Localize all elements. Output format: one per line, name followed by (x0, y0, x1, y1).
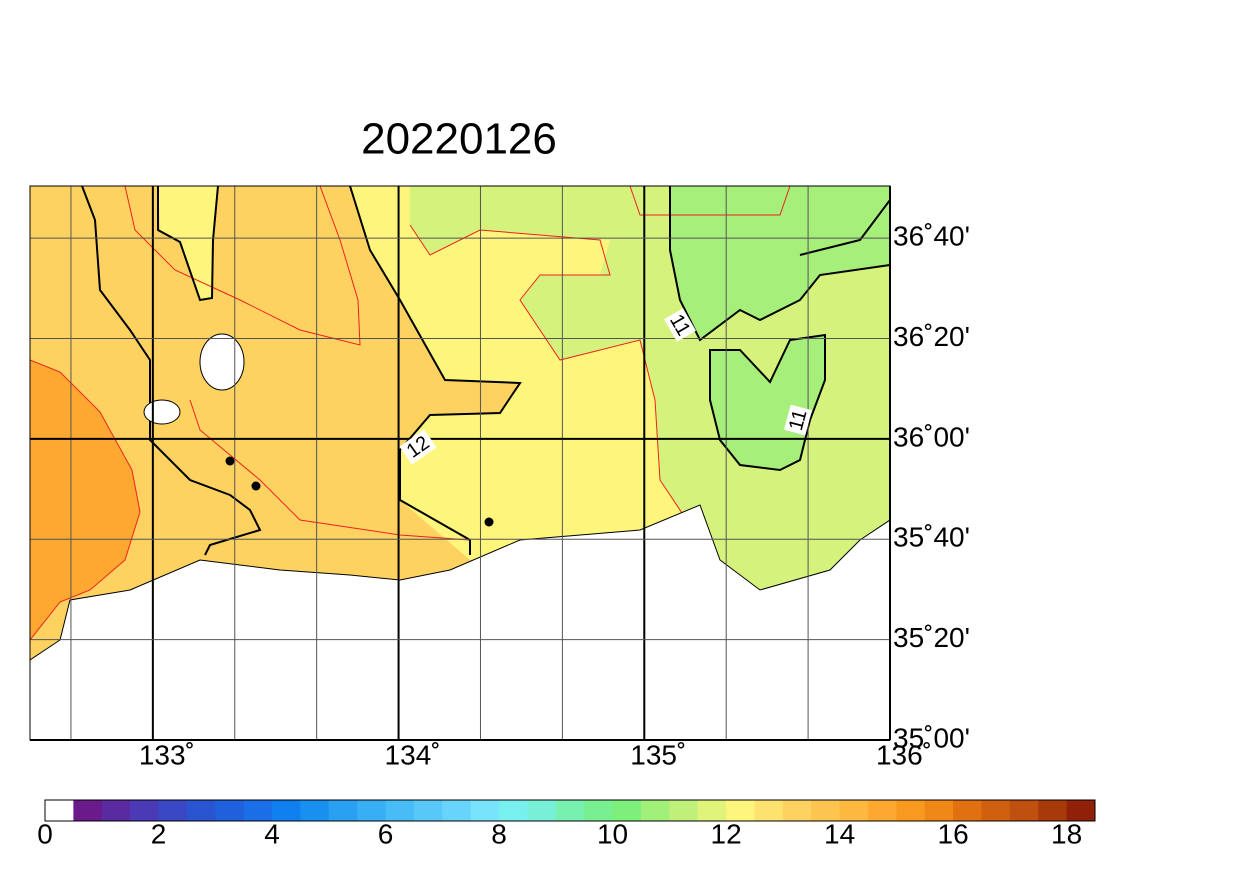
y-tick-label: 35˚20' (893, 622, 970, 653)
grid (30, 186, 891, 741)
colorbar-box (669, 800, 699, 821)
colorbar-box (470, 800, 500, 821)
colorbar-box (782, 800, 812, 821)
colorbar-box (357, 800, 387, 821)
colorbar-label: 12 (711, 818, 742, 849)
sst-field (30, 186, 890, 740)
x-tick-label: 134˚ (385, 739, 441, 770)
island (199, 333, 245, 391)
contour-line (669, 186, 890, 342)
x-tick-label: 133˚ (139, 739, 195, 770)
colorbar-box (726, 800, 755, 821)
colorbar-box (1009, 800, 1039, 821)
x-tick-label: 135˚ (630, 739, 686, 770)
contour-line (799, 199, 890, 256)
colorbar-box (896, 800, 926, 821)
island (143, 399, 181, 425)
station (484, 517, 494, 527)
colorbar-label: 14 (824, 818, 855, 849)
field-11 (710, 335, 825, 470)
colorbar-box (754, 800, 784, 821)
station (225, 456, 235, 466)
map-frame (29, 185, 891, 741)
colorbar-box (1038, 800, 1068, 821)
field-12 (158, 186, 218, 300)
colorbar-label: 16 (938, 818, 969, 849)
colorbar-box (612, 800, 642, 821)
colorbar-box (867, 800, 897, 821)
colorbar: 0 2 4 6 8 10 12 14 16 18 (37, 799, 1096, 849)
colorbar-box (924, 800, 954, 821)
colorbar-box (953, 800, 982, 821)
colorbar-box (981, 800, 1011, 821)
contour-line (30, 359, 141, 641)
colorbar-box (839, 800, 869, 821)
colorbar-box (101, 800, 131, 821)
colorbar-box (584, 800, 614, 821)
colorbar-box (45, 800, 74, 821)
colorbar-box (527, 800, 557, 821)
colorbar-box (811, 800, 841, 821)
contour-line (157, 186, 219, 302)
contour-line (349, 186, 522, 555)
colorbar-box (385, 800, 415, 821)
colorbar-label: 10 (597, 818, 628, 849)
map-title: 20220126 (361, 115, 557, 164)
contour-line (189, 399, 471, 541)
colorbar-box (130, 800, 160, 821)
colorbar-box (186, 800, 216, 821)
y-tick-label: 36˚40' (893, 221, 970, 252)
y-tick-label: 36˚20' (893, 321, 970, 352)
colorbar-box (499, 800, 528, 821)
field-14 (30, 360, 140, 640)
contour-line (629, 186, 791, 216)
station (251, 481, 261, 491)
y-tick-label: 36˚00' (893, 421, 970, 452)
colorbar-box (328, 800, 358, 821)
colorbar-box (442, 800, 472, 821)
colorbar-box (73, 800, 103, 821)
colorbar-box (272, 800, 301, 821)
colorbar-label: 0 (37, 818, 53, 849)
colorbar-label: 8 (491, 818, 507, 849)
x-tick-label: 136˚ (876, 739, 932, 770)
colorbar-label: 6 (378, 818, 394, 849)
colorbar-label: 18 (1051, 818, 1082, 849)
colorbar-box (215, 800, 245, 821)
colorbar-frame (44, 799, 1096, 822)
contour-line (81, 186, 262, 556)
colorbar-box (413, 800, 443, 821)
colorbar-box (555, 800, 585, 821)
field-11 (670, 186, 890, 340)
colorbar-box (640, 800, 670, 821)
colorbar-box (1066, 800, 1096, 821)
y-tick-label: 35˚40' (893, 522, 970, 553)
y-tick-label: 35˚00' (893, 722, 970, 753)
colorbar-box (243, 800, 273, 821)
contour-line (709, 333, 826, 472)
land (30, 504, 890, 740)
colorbar-box (158, 800, 188, 821)
colorbar-box (300, 800, 330, 821)
contour-line (124, 186, 361, 346)
colorbar-label: 4 (264, 818, 280, 849)
colorbar-box (697, 800, 727, 821)
colorbar-label: 2 (151, 818, 167, 849)
